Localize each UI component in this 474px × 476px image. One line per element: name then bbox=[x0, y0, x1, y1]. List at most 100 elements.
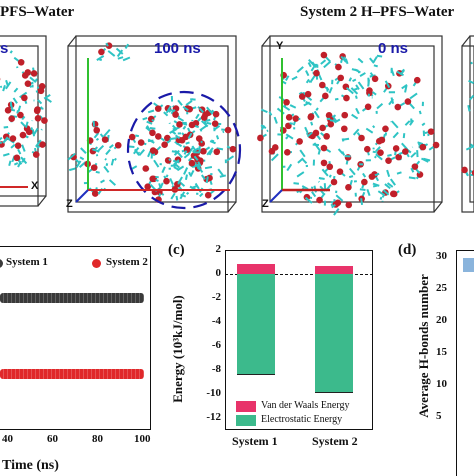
far-right-box-molecule bbox=[471, 62, 472, 64]
panel-d-ytick: 20 bbox=[436, 314, 447, 326]
mid-cluster-molecule bbox=[169, 159, 170, 161]
panel-b-xtick-80: 80 bbox=[92, 433, 103, 445]
mid-cluster-molecule bbox=[202, 175, 205, 179]
mid-cluster-molecule bbox=[205, 167, 212, 168]
right-box-molecule bbox=[319, 149, 320, 154]
box-far-right-back bbox=[470, 36, 474, 202]
right-box-molecule bbox=[302, 159, 306, 163]
far-right-box-molecule bbox=[469, 81, 474, 83]
series-system2-band bbox=[0, 369, 144, 379]
right-box-oxygen-atom bbox=[335, 64, 342, 71]
left-box-molecule bbox=[10, 51, 12, 53]
mid-cluster-molecule bbox=[178, 100, 182, 105]
mid-cluster-molecule bbox=[184, 168, 187, 175]
right-box-molecule bbox=[422, 123, 425, 125]
box-mid-edge bbox=[68, 36, 76, 46]
axis-y-label-right: Y bbox=[276, 40, 283, 52]
right-box-molecule bbox=[358, 58, 363, 62]
right-box-molecule bbox=[411, 153, 416, 158]
far-right-box-molecule bbox=[466, 147, 473, 150]
mid-cluster-oxygen-atom bbox=[225, 127, 232, 134]
mid-cluster-molecule bbox=[196, 114, 199, 118]
right-box-molecule bbox=[350, 169, 355, 175]
right-box-molecule bbox=[356, 108, 359, 114]
right-box-molecule bbox=[277, 108, 284, 113]
right-box-oxygen-atom bbox=[365, 104, 372, 111]
left-box-molecule bbox=[46, 99, 51, 102]
mid-small-cluster-molecule bbox=[112, 159, 114, 165]
panel-d-ytick: 30 bbox=[436, 250, 447, 262]
right-box-molecule bbox=[387, 170, 389, 177]
left-box-molecule bbox=[41, 129, 42, 130]
right-box-oxygen-atom bbox=[319, 125, 326, 132]
mid-cluster-molecule bbox=[183, 126, 185, 129]
right-box-molecule bbox=[330, 175, 331, 178]
left-box-molecule bbox=[0, 138, 2, 141]
right-box-molecule bbox=[297, 67, 303, 72]
mid-cluster-molecule bbox=[186, 142, 190, 143]
right-box-oxygen-atom bbox=[414, 77, 421, 84]
right-box-oxygen-atom bbox=[341, 125, 348, 132]
right-box-oxygen-atom bbox=[343, 95, 350, 102]
mid-cluster-molecule bbox=[191, 186, 197, 188]
bar-electrostatic-2 bbox=[315, 274, 353, 393]
left-box-molecule bbox=[11, 102, 12, 107]
mid-small-cluster-molecule bbox=[110, 145, 114, 148]
axis-z-label-right: Z bbox=[262, 198, 269, 210]
left-box-molecule bbox=[3, 85, 5, 91]
mid-cluster-molecule bbox=[159, 183, 160, 187]
panel-b-xtick-40: 40 bbox=[2, 433, 13, 445]
right-box-oxygen-atom bbox=[331, 179, 338, 186]
right-box-molecule bbox=[392, 121, 398, 128]
box-far-right-front bbox=[462, 46, 474, 212]
left-box-oxygen-atom bbox=[15, 142, 22, 149]
mid-cluster-molecule bbox=[186, 175, 187, 180]
right-box-molecule bbox=[387, 155, 391, 156]
mid-cluster-molecule bbox=[211, 140, 214, 141]
right-box-molecule bbox=[374, 65, 378, 66]
mid-top-molecule-molecule bbox=[108, 51, 114, 56]
left-box-oxygen-atom bbox=[14, 154, 21, 161]
mid-small-cluster-molecule bbox=[94, 133, 98, 138]
right-box-molecule bbox=[352, 69, 358, 70]
mid-cluster-oxygen-atom bbox=[149, 176, 156, 183]
mid-top-molecule-molecule bbox=[125, 44, 128, 48]
right-box-oxygen-atom bbox=[395, 154, 402, 161]
right-box-oxygen-atom bbox=[269, 148, 276, 155]
right-box-oxygen-atom bbox=[308, 113, 315, 120]
right-box-molecule bbox=[283, 106, 289, 110]
mid-cluster-oxygen-atom bbox=[161, 141, 168, 148]
right-box-molecule bbox=[391, 179, 395, 185]
right-box-oxygen-atom bbox=[316, 197, 323, 204]
axis-z-arrow-right bbox=[270, 190, 282, 202]
mid-small-cluster-molecule bbox=[80, 157, 84, 159]
box-far-right-edge bbox=[462, 36, 470, 46]
mid-small-cluster-oxygen-atom bbox=[92, 190, 99, 197]
right-box-molecule bbox=[275, 117, 277, 123]
panel-c-ylabel-text: Energy (10³kJ/mol) bbox=[170, 295, 186, 403]
legend-swatch-electrostatic bbox=[236, 415, 256, 426]
right-box-molecule bbox=[319, 178, 325, 179]
right-box-oxygen-atom bbox=[321, 52, 328, 59]
left-box-molecule bbox=[17, 110, 18, 113]
left-box-oxygen-atom bbox=[41, 117, 48, 124]
right-box-oxygen-atom bbox=[382, 126, 389, 133]
right-box-oxygen-atom bbox=[337, 168, 344, 175]
panel-d-ytick: 15 bbox=[436, 346, 447, 358]
left-box-molecule bbox=[22, 145, 25, 152]
right-box-molecule bbox=[367, 189, 369, 195]
right-box-molecule bbox=[409, 177, 416, 178]
panel-d-ytick: 25 bbox=[436, 282, 447, 294]
right-box-molecule bbox=[306, 71, 309, 76]
panel-d-letter: (d) bbox=[398, 242, 416, 259]
mid-cluster-molecule bbox=[170, 138, 177, 139]
mid-top-molecule-molecule bbox=[99, 59, 102, 60]
mid-cluster-molecule bbox=[148, 110, 154, 112]
legend-label-vdw: Van der Waals Energy bbox=[261, 400, 350, 411]
right-box-molecule bbox=[307, 79, 309, 82]
panel-c-xtick-system2: System 2 bbox=[312, 434, 358, 449]
left-box-oxygen-atom bbox=[33, 151, 40, 158]
right-box-oxygen-atom bbox=[296, 138, 303, 145]
mid-small-cluster-oxygen-atom bbox=[115, 142, 122, 149]
left-box-oxygen-atom bbox=[38, 88, 45, 95]
